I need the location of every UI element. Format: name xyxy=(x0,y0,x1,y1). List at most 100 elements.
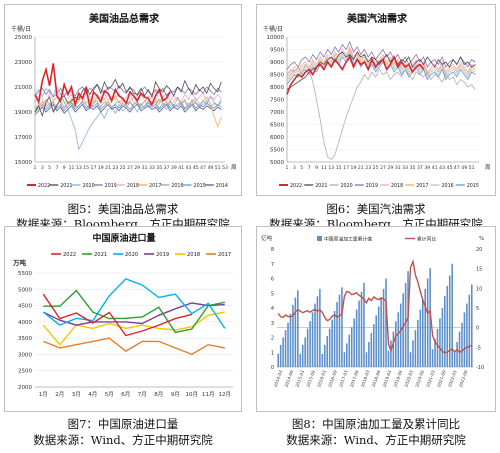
series-line-2021 xyxy=(286,51,476,90)
x-tick-label: 2018-03 xyxy=(360,369,371,387)
bar xyxy=(292,305,294,367)
x-tick-label: 2021-03 xyxy=(425,369,436,387)
bar xyxy=(284,330,287,368)
bar xyxy=(424,288,427,367)
x-tick-label: 5月 xyxy=(105,391,114,398)
x-tick-label: 41 xyxy=(432,165,438,171)
bar xyxy=(417,319,419,367)
x-tick-label: 1 xyxy=(286,165,289,171)
legend-label-2017: 2017 xyxy=(218,252,231,258)
legend-label-2016: 2016 xyxy=(442,183,454,189)
bar xyxy=(277,353,280,367)
y-right-tick-label: 20 xyxy=(476,247,482,253)
chart-panel-fig5: 美国油品总需求 千桶/日 15000 17000 19000 21000 23000 2500… xyxy=(4,4,242,196)
y-unit-label: 万吨 xyxy=(12,258,27,267)
y-tick-label: 9000 xyxy=(270,60,284,66)
bar xyxy=(382,288,385,367)
x-tick-label: 35 xyxy=(156,165,162,171)
legend-label-2015: 2015 xyxy=(467,183,479,189)
series-line-2020 xyxy=(34,86,222,151)
x-tick-label: 8月 xyxy=(154,391,163,398)
x-tick-label: 21 xyxy=(358,165,364,171)
x-tick-label: 39 xyxy=(171,165,177,171)
bar xyxy=(414,330,417,368)
bar xyxy=(336,302,338,367)
bar xyxy=(421,299,424,367)
x-tick-label: 2016-03 xyxy=(316,369,327,387)
x-tick-label: 2014-09 xyxy=(284,369,295,387)
caption-fig7: 图7：中国原油进口量 xyxy=(67,417,179,431)
caption-fig8: 图8：中国原油加工量及累计同比 xyxy=(291,417,461,431)
bar xyxy=(297,290,299,367)
x-tick-label: 17 xyxy=(91,165,97,171)
bar xyxy=(360,291,363,367)
x-tick-label: 2月 xyxy=(55,391,64,398)
bar xyxy=(468,294,471,367)
fig8-chart: 亿吨 %中国原油加工量累计值 累计同比012345678-10-5051015202… xyxy=(261,234,484,388)
legend-label-2021: 2021 xyxy=(60,183,72,189)
legend-label-2019: 2019 xyxy=(105,183,117,189)
bar xyxy=(282,337,284,367)
x-tick-label: 47 xyxy=(200,165,206,171)
x-tick-label: 13 xyxy=(328,165,334,171)
bar xyxy=(372,324,375,367)
bar xyxy=(461,322,463,367)
x-tick-label: 33 xyxy=(402,165,408,171)
y-tick-label: 15000 xyxy=(15,160,33,166)
bar xyxy=(338,294,341,367)
x-tick-label: 7 xyxy=(308,165,311,171)
legend-label-2022: 2022 xyxy=(290,183,302,189)
series-line-2015 xyxy=(286,53,476,85)
x-tick-label: 31 xyxy=(142,165,148,171)
bar xyxy=(341,287,343,367)
x-tick-label: 43 xyxy=(439,165,445,171)
legend-label-2020: 2020 xyxy=(82,183,94,189)
legend-label-2019: 2019 xyxy=(366,183,378,189)
bar xyxy=(301,344,304,368)
y-right-tick-label: -10 xyxy=(476,365,484,371)
x-tick-label: 2015-09 xyxy=(305,369,316,387)
y-tick-label: 7000 xyxy=(270,110,284,116)
bar xyxy=(397,312,400,367)
x-tick-label: 3 xyxy=(293,165,296,171)
x-tick-label: 2016-09 xyxy=(327,369,338,387)
x-tick-label: 47 xyxy=(454,165,460,171)
bar xyxy=(316,296,319,367)
y-left-tick-label: 1 xyxy=(271,350,274,356)
x-tick-label: 15 xyxy=(336,165,342,171)
bar xyxy=(353,318,355,367)
bar xyxy=(294,297,297,367)
y-tick-label: 2500 xyxy=(18,369,32,375)
x-axis-label: 周 xyxy=(231,164,237,171)
x-tick-label: 43 xyxy=(186,165,192,171)
bar xyxy=(380,297,382,367)
y-right-tick-label: 5 xyxy=(476,306,479,312)
legend-label-2017: 2017 xyxy=(149,183,161,189)
y-tick-label: 10000 xyxy=(267,35,285,41)
y-left-tick-label: 0 xyxy=(271,365,274,371)
bar xyxy=(377,306,380,367)
bar xyxy=(287,322,289,367)
x-tick-label: 2019-03 xyxy=(382,369,393,387)
chart-panel-fig7: 中国原油进口量 万吨 2022 2021 2020 2019 2018 2017 2000 250… xyxy=(4,226,242,412)
x-tick-label: 4月 xyxy=(88,391,97,398)
y-tick-label: 8500 xyxy=(270,73,284,79)
series-line-2017 xyxy=(43,337,225,356)
x-tick-label: 27 xyxy=(380,165,386,171)
x-tick-label: 1月 xyxy=(39,391,48,398)
y-right-unit-label: % xyxy=(479,236,484,242)
bar xyxy=(466,303,468,367)
legend-label-2014: 2014 xyxy=(216,183,228,189)
bar xyxy=(399,303,402,367)
x-tick-label: 3 xyxy=(41,165,44,171)
x-tick-label: 31 xyxy=(395,165,401,171)
bar xyxy=(390,340,392,367)
series-line-2020 xyxy=(42,278,226,329)
series-line-2021 xyxy=(43,289,225,334)
bar xyxy=(333,310,336,367)
y-left-tick-label: 2 xyxy=(271,336,274,342)
bar xyxy=(431,349,434,367)
series-line-2020 xyxy=(286,63,476,161)
x-tick-label: 2015-03 xyxy=(294,369,305,387)
